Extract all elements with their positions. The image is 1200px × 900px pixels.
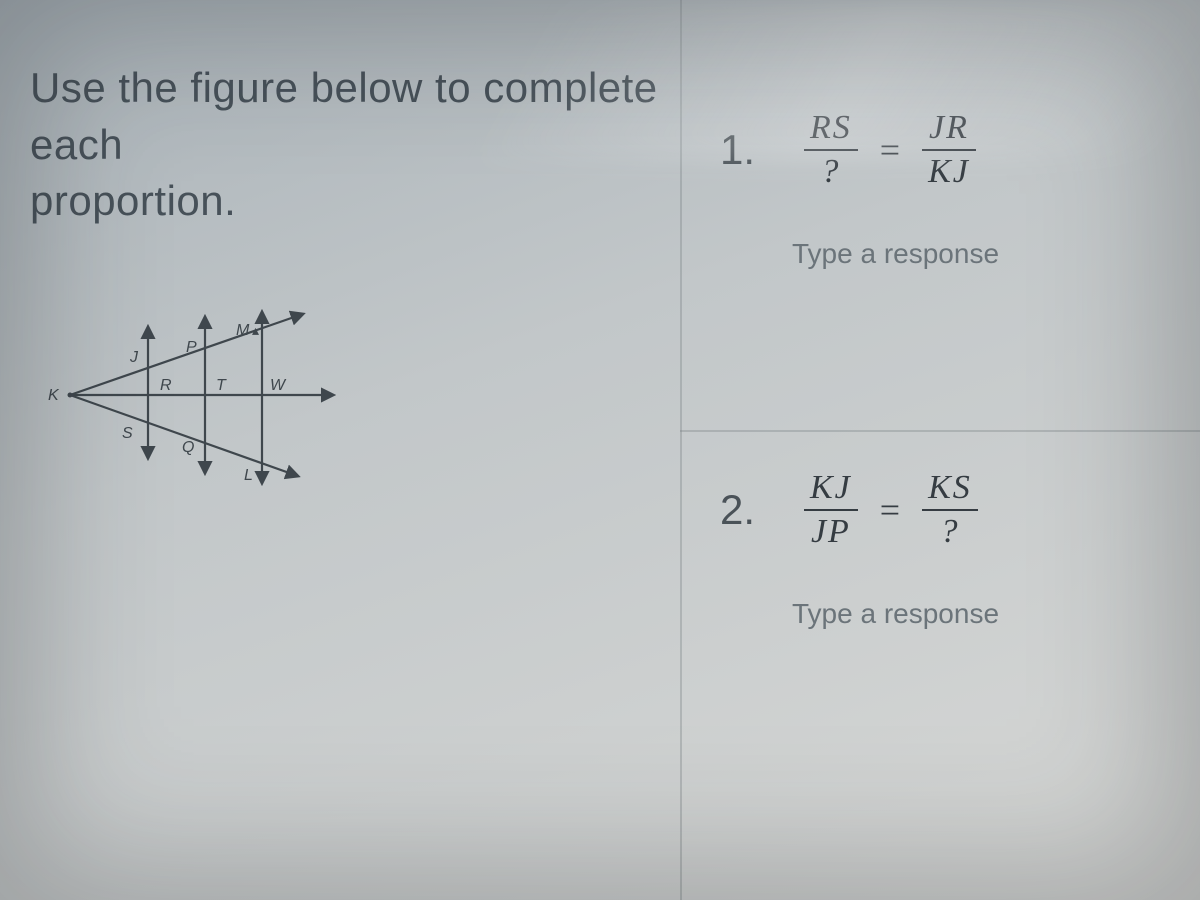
question-1-row: 1. RS ? = JR KJ — [720, 110, 1200, 189]
label-W: W — [270, 377, 287, 394]
q2-left-fraction: KJ JP — [804, 470, 858, 549]
question-2: 2. KJ JP = KS ? — [720, 470, 1200, 639]
label-L: L — [244, 467, 253, 484]
q1-response-input[interactable] — [790, 229, 1200, 279]
q2-response-input[interactable] — [790, 589, 1200, 639]
instruction-text: Use the figure below to complete each pr… — [30, 60, 670, 230]
q2-right-den: ? — [934, 514, 965, 550]
worksheet-page: Use the figure below to complete each pr… — [0, 0, 1200, 900]
question-1-number: 1. — [720, 126, 770, 174]
label-R: R — [160, 377, 172, 394]
arrowhead-hint-icon: ▴ — [252, 322, 259, 338]
horizontal-divider — [680, 430, 1200, 432]
label-P: P — [186, 339, 197, 356]
fraction-bar — [804, 509, 858, 511]
vertical-divider — [680, 0, 682, 900]
fraction-bar — [804, 149, 858, 151]
q2-right-fraction: KS ? — [922, 470, 978, 549]
equals-sign: = — [880, 129, 900, 171]
q1-left-fraction: RS ? — [804, 110, 858, 189]
equals-sign: = — [880, 489, 900, 531]
q1-right-num: JR — [923, 110, 975, 146]
q2-right-num: KS — [922, 470, 978, 506]
question-1-equation: RS ? = JR KJ — [804, 110, 976, 189]
instruction-line-2: proportion. — [30, 177, 236, 224]
questions-panel: 1. RS ? = JR KJ — [680, 0, 1200, 900]
question-2-equation: KJ JP = KS ? — [804, 470, 978, 549]
q2-left-den: JP — [805, 514, 857, 550]
question-2-number: 2. — [720, 486, 770, 534]
q1-left-den: ? — [815, 154, 846, 190]
label-T: T — [216, 377, 227, 394]
question-1: 1. RS ? = JR KJ — [720, 110, 1200, 279]
label-M: M — [236, 322, 250, 339]
q1-left-num: RS — [804, 110, 858, 146]
label-K: K — [48, 387, 60, 404]
fraction-bar — [922, 509, 978, 511]
label-Q: Q — [182, 439, 194, 456]
question-2-row: 2. KJ JP = KS ? — [720, 470, 1200, 549]
label-J: J — [129, 349, 139, 366]
q1-right-den: KJ — [922, 154, 976, 190]
fraction-bar — [922, 149, 976, 151]
q2-response-wrap — [790, 589, 1200, 639]
instruction-line-1: Use the figure below to complete each — [30, 64, 658, 168]
q2-left-num: KJ — [804, 470, 858, 506]
q1-response-wrap — [790, 229, 1200, 279]
label-S: S — [122, 425, 133, 442]
q1-right-fraction: JR KJ — [922, 110, 976, 189]
